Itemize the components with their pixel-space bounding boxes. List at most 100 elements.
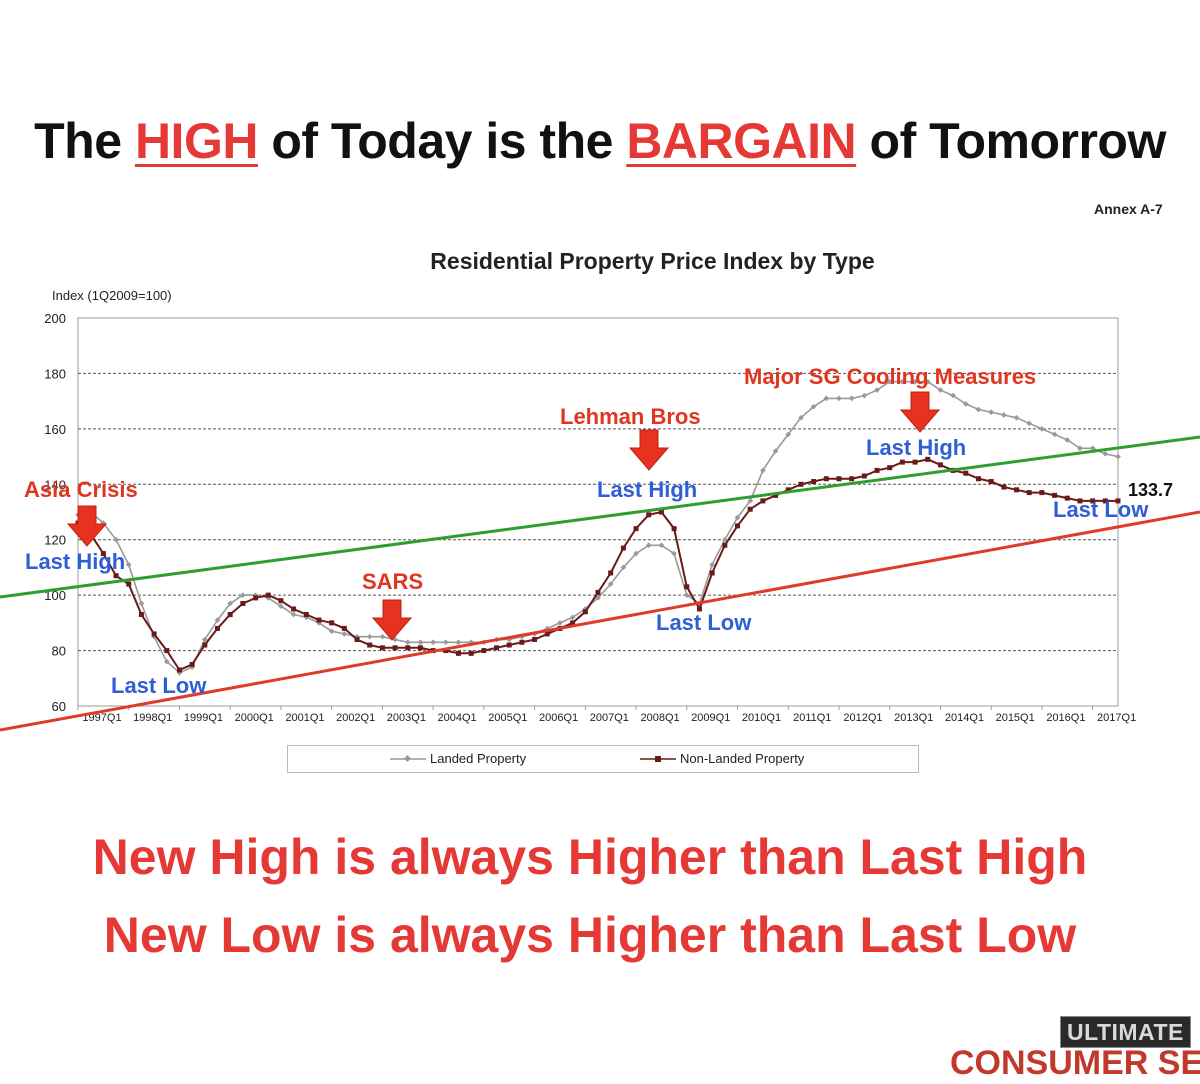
annotation-red-1: SARS [362, 569, 423, 594]
annotation-red-3: Major SG Cooling Measures [744, 364, 1036, 389]
y-tick-labels: 60 80 100 120 140 160 180 200 [44, 311, 66, 714]
tagline-new-high: New High is always Higher than Last High [92, 829, 1088, 885]
point-landed-53 [747, 498, 754, 504]
y-tick-140: 140 [44, 477, 66, 492]
point-landed-67 [924, 378, 931, 385]
point-non-landed-20 [329, 620, 335, 626]
headline-highlight-high: HIGH [134, 113, 259, 169]
point-landed-76 [1039, 426, 1045, 432]
point-non-landed-66 [912, 459, 918, 465]
point-landed-61 [848, 395, 855, 402]
point-landed-62 [861, 392, 868, 399]
y-tick-80: 80 [52, 644, 66, 659]
point-landed-55 [772, 448, 779, 454]
point-non-landed-68 [937, 462, 943, 468]
point-non-landed-65 [899, 459, 905, 465]
trendlines [0, 435, 1200, 732]
headline-highlight-bargain: BARGAIN [626, 113, 857, 169]
x-tick-2006Q1: 2006Q1 [539, 712, 578, 724]
point-non-landed-82 [1115, 498, 1121, 504]
chart-legend: Landed Property Non-Landed Property [287, 745, 919, 773]
point-non-landed-47 [671, 526, 677, 532]
point-non-landed-53 [747, 506, 753, 512]
point-landed-50 [709, 561, 715, 568]
logo-ultimate: ULTIMATE [1060, 1016, 1191, 1048]
point-non-landed-17 [291, 606, 297, 612]
arrow-down-icon-cooling [899, 391, 941, 433]
point-landed-70 [962, 401, 969, 407]
annotation-red-2: Lehman Bros [560, 404, 701, 429]
point-landed-12 [227, 600, 234, 607]
point-landed-48 [683, 592, 690, 598]
legend-item-landed: Landed Property [390, 751, 526, 766]
point-non-landed-9 [189, 661, 195, 667]
point-landed-65 [899, 378, 906, 385]
y-tick-180: 180 [44, 366, 66, 381]
point-landed-71 [975, 406, 982, 413]
arrow-down-icon-asia-crisis [66, 505, 108, 547]
trendline-support [0, 510, 1200, 732]
point-non-landed-19 [316, 617, 322, 623]
point-non-landed-63 [874, 467, 880, 473]
arrow-down-icon-sars [371, 599, 413, 641]
point-landed-7 [163, 658, 170, 665]
point-landed-81 [1102, 450, 1109, 457]
point-non-landed-72 [988, 479, 994, 485]
point-landed-20 [328, 628, 335, 634]
point-non-landed-59 [823, 476, 829, 482]
point-landed-5 [138, 600, 145, 607]
headline-part-2: of Today is the [257, 113, 627, 169]
point-landed-60 [836, 395, 842, 402]
point-non-landed-24 [379, 645, 385, 651]
annotation-blue-4: Last High [866, 435, 966, 460]
point-non-landed-74 [1014, 487, 1020, 493]
point-non-landed-30 [455, 650, 461, 656]
point-non-landed-81 [1102, 498, 1108, 504]
point-landed-42 [607, 581, 614, 587]
point-non-landed-52 [735, 523, 741, 529]
point-non-landed-22 [354, 636, 360, 642]
point-landed-69 [950, 392, 956, 399]
annotation-arrows [66, 391, 941, 641]
x-tick-labels: 1997Q1 1998Q1 1999Q1 2000Q1 2001Q1 2002Q1 2003… [82, 712, 1136, 724]
point-non-landed-10 [202, 642, 208, 648]
point-landed-58 [810, 403, 817, 410]
point-landed-57 [798, 414, 804, 421]
x-tick-2016Q1: 2016Q1 [1046, 712, 1085, 724]
point-non-landed-34 [506, 642, 512, 648]
end-value-label: 133.7 [1128, 480, 1173, 500]
y-tick-120: 120 [44, 533, 66, 548]
point-non-landed-71 [975, 476, 981, 482]
x-tick-1998Q1: 1998Q1 [133, 712, 172, 724]
point-landed-46 [658, 542, 665, 549]
annotation-blue-3: Last Low [656, 610, 752, 635]
point-non-landed-79 [1077, 498, 1083, 504]
x-tick-2014Q1: 2014Q1 [945, 712, 984, 724]
point-landed-47 [671, 550, 677, 557]
point-non-landed-62 [861, 473, 867, 479]
point-non-landed-67 [925, 456, 931, 462]
point-landed-82 [1115, 453, 1121, 460]
x-tick-2001Q1: 2001Q1 [285, 712, 324, 724]
point-landed-54 [760, 467, 766, 474]
point-landed-63 [874, 387, 880, 393]
x-tick-2009Q1: 2009Q1 [691, 712, 730, 724]
point-landed-30 [455, 639, 462, 646]
x-tick-2012Q1: 2012Q1 [843, 712, 882, 724]
annotation-blue-0: Last High [25, 549, 125, 574]
x-tick-2005Q1: 2005Q1 [488, 712, 527, 724]
point-landed-72 [988, 409, 994, 416]
point-landed-44 [633, 550, 639, 557]
point-non-landed-78 [1064, 495, 1070, 501]
trendline-resistance [0, 435, 1200, 599]
point-non-landed-8 [176, 667, 182, 673]
point-landed-13 [240, 592, 246, 598]
x-tick-2015Q1: 2015Q1 [996, 712, 1035, 724]
x-tick-2017Q1: 2017Q1 [1097, 712, 1136, 724]
point-non-landed-32 [481, 648, 487, 654]
point-landed-41 [595, 595, 601, 601]
point-non-landed-16 [278, 598, 284, 604]
legend-item-non-landed: Non-Landed Property [640, 751, 804, 766]
point-landed-43 [620, 564, 627, 571]
point-landed-79 [1077, 445, 1083, 452]
